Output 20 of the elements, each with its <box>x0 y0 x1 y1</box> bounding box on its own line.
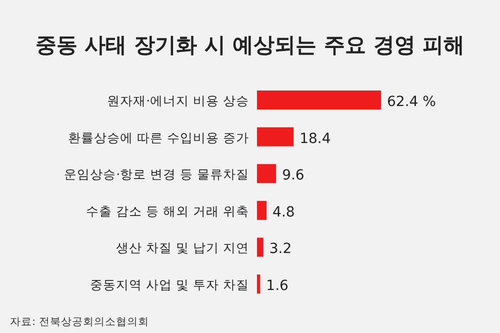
bar <box>257 238 264 257</box>
data-label: 18.4 <box>300 130 331 147</box>
data-label: 62.4 % <box>387 94 436 110</box>
bar <box>257 274 260 294</box>
chart-title: 중동 사태 장기화 시 예상되는 주요 경영 피해 <box>35 33 465 57</box>
bar <box>257 90 381 110</box>
y-tick-label: 수출 감소 등 해외 거래 위축 <box>86 203 249 218</box>
y-tick-label: 생산 차질 및 납기 지연 <box>116 240 249 256</box>
text: 자료: 전북상공회의소협의회 <box>10 316 149 328</box>
data-label: 4.8 <box>272 204 295 220</box>
y-tick-label: 운임상승·항로 변경 등 물류차질 <box>64 166 249 182</box>
data-label: 9.6 <box>282 168 304 184</box>
bar <box>257 127 294 146</box>
data-label: 3.2 <box>269 241 292 258</box>
data-label: 1.6 <box>266 278 289 294</box>
y-tick-label: 원자재·에너지 비용 상승 <box>107 93 249 108</box>
bar <box>257 200 267 220</box>
y-tick-label: 환률상승에 따른 수입비용 증가 <box>68 130 249 145</box>
y-tick-label: 중동지역 사업 및 투자 차질 <box>90 277 249 292</box>
bar <box>257 164 276 184</box>
